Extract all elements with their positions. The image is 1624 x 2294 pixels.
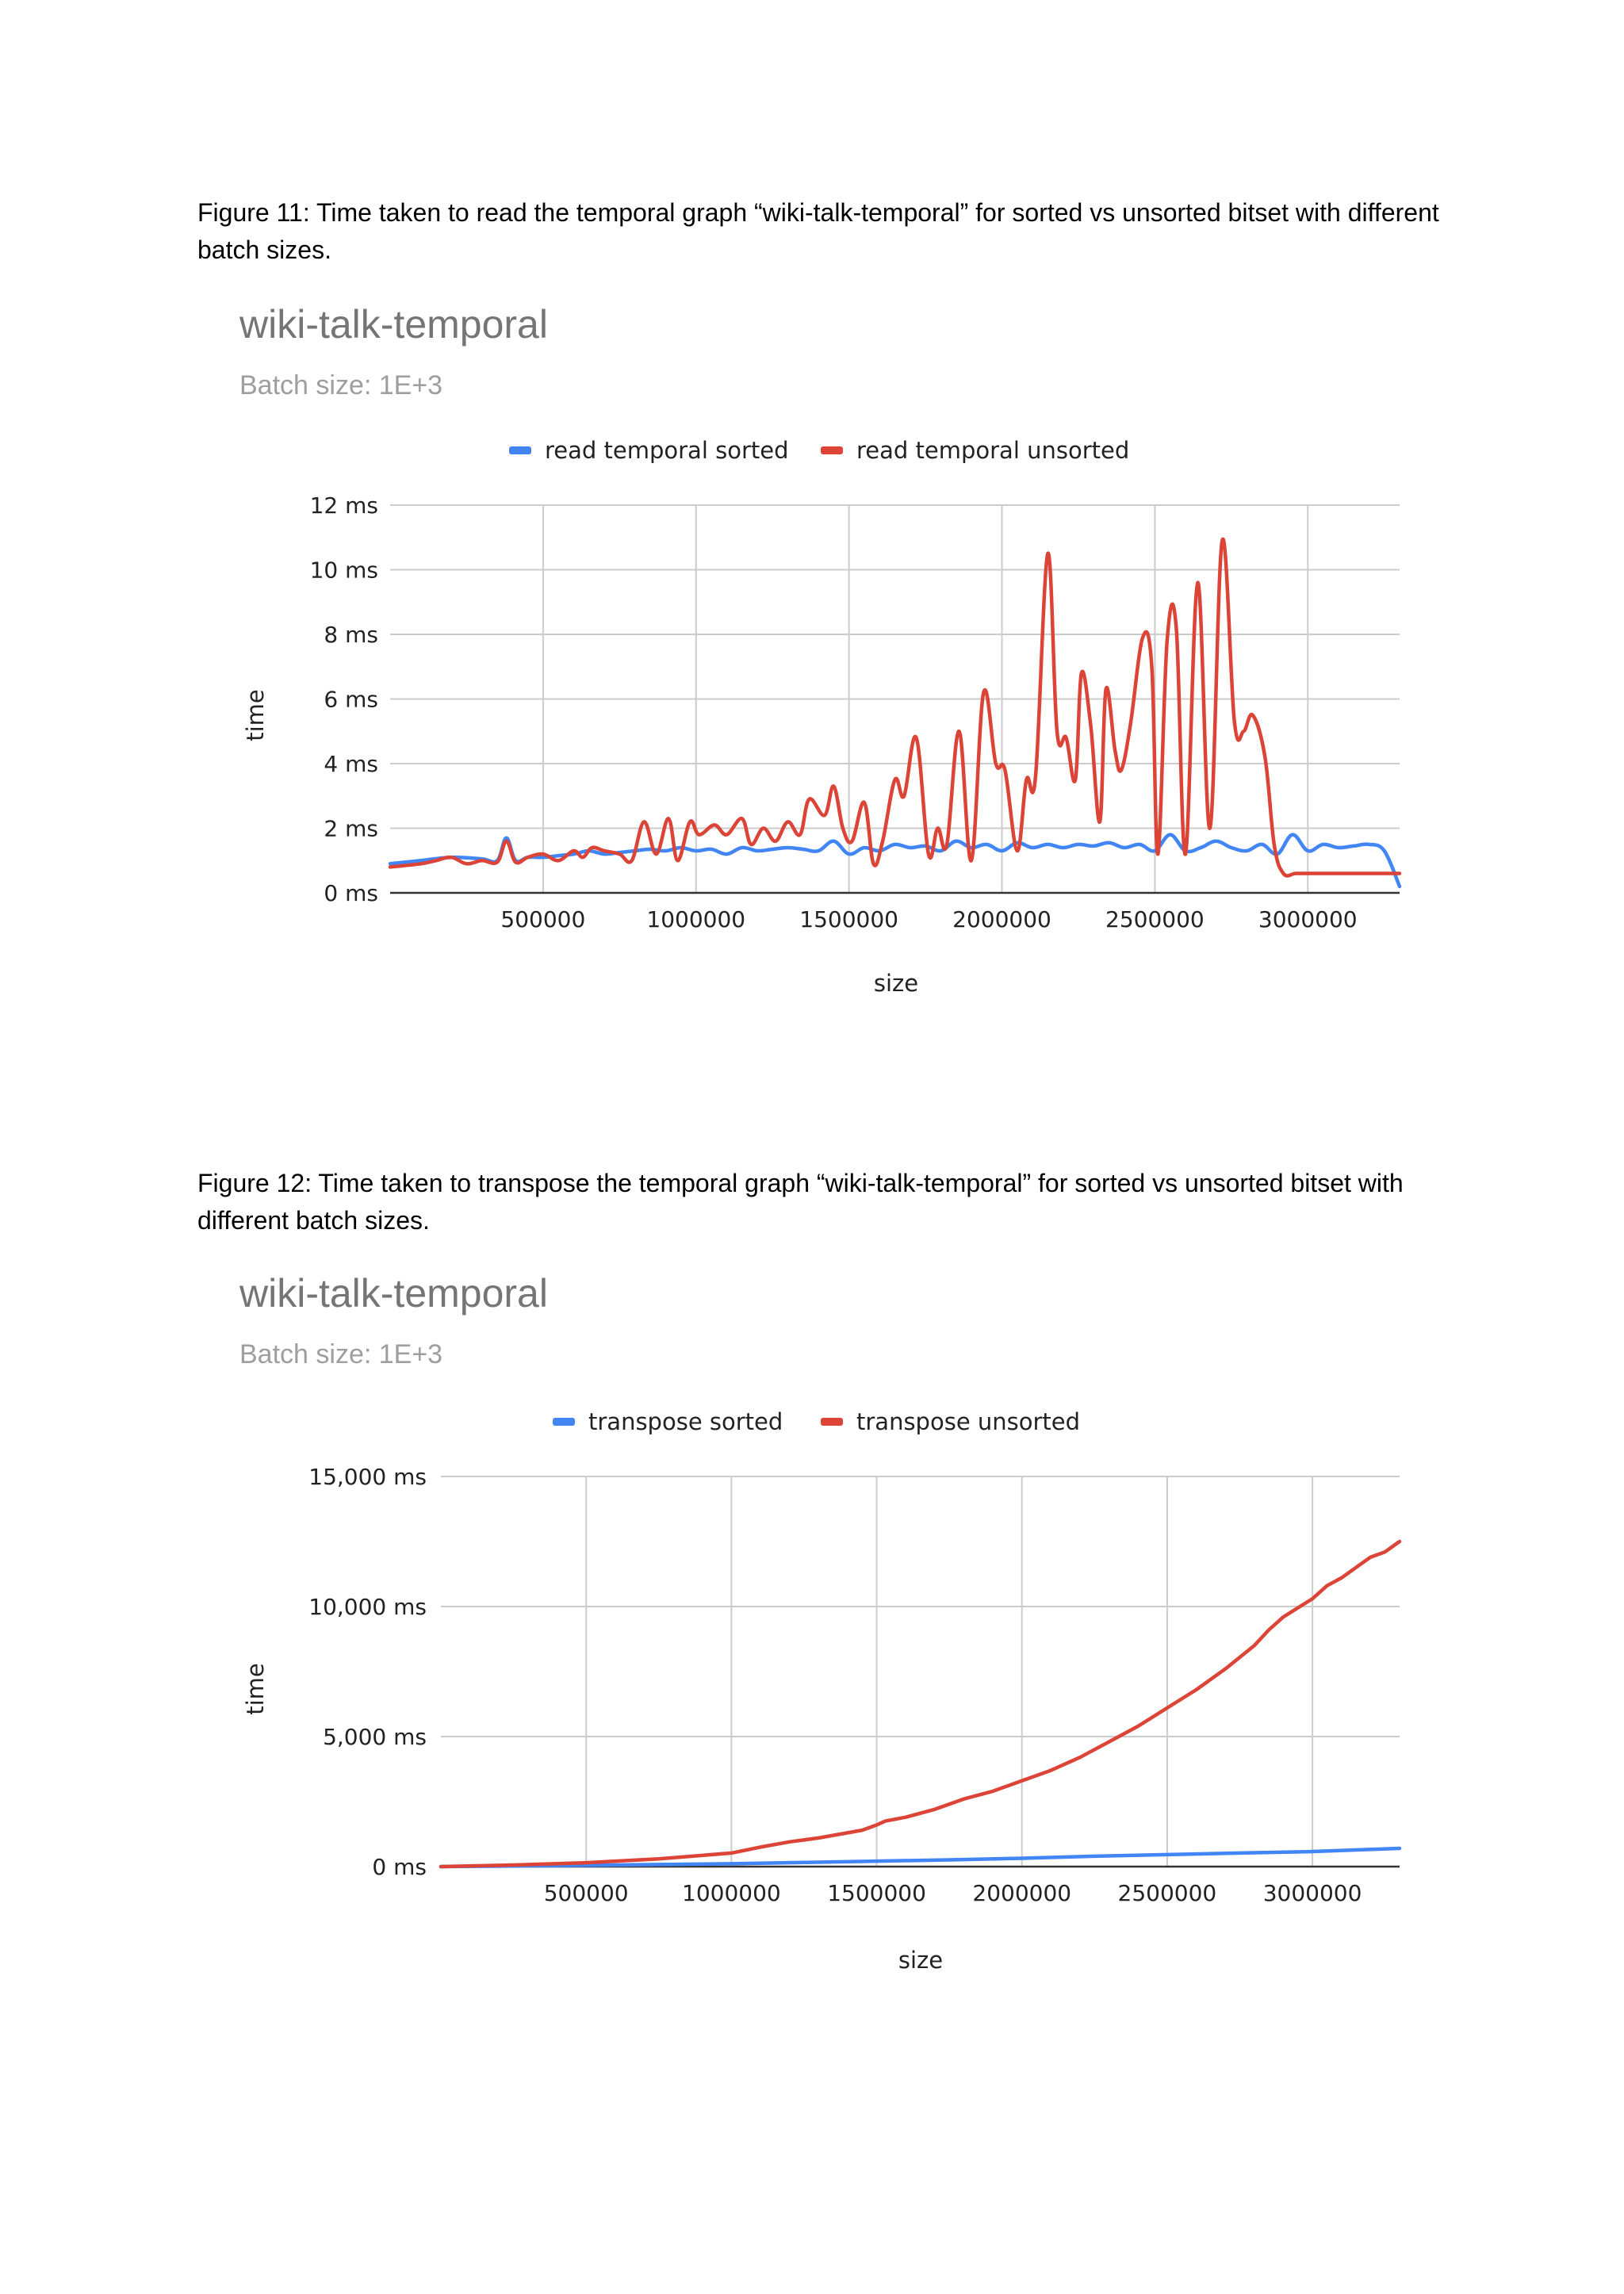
chart-legend: transpose sorted transpose unsorted [553,1408,1080,1435]
legend-label: read temporal sorted [545,437,789,464]
legend-item-read-temporal-sorted: read temporal sorted [509,437,789,464]
y-tick-label: 8 ms [324,622,378,648]
x-tick-label: 3000000 [1263,1880,1362,1906]
legend-item-transpose-unsorted: transpose unsorted [821,1408,1080,1435]
y-tick-label: 6 ms [324,687,378,713]
legend-swatch [553,1418,575,1426]
y-tick-label: 4 ms [324,751,378,777]
y-axis-tick-labels: 0 ms 2 ms 4 ms 6 ms 8 ms 10 ms 12 ms [310,492,378,906]
transpose-time-chart: wiki-talk-temporal Batch size: 1E+3 tran… [239,1271,1402,1974]
x-tick-label: 2000000 [972,1880,1071,1906]
series-line-read-temporal-sorted [388,833,1402,889]
y-axis-label: time [242,689,269,741]
y-axis-tick-labels: 0 ms 5,000 ms 10,000 ms 15,000 ms [308,1464,427,1880]
y-axis-label: time [242,1663,269,1715]
legend-label: read temporal unsorted [856,437,1129,464]
chart-legend: read temporal sorted read temporal unsort… [509,437,1129,464]
x-tick-label: 1500000 [827,1880,926,1906]
series-line-read-temporal-unsorted [388,537,1402,878]
y-tick-label: 0 ms [372,1854,427,1880]
read-time-chart: wiki-talk-temporal Batch size: 1E+3 read… [239,302,1402,997]
x-tick-label: 1000000 [646,906,745,933]
x-tick-label: 1500000 [799,906,898,933]
x-axis-label: size [874,970,918,997]
legend-label: transpose unsorted [856,1408,1080,1435]
y-tick-label: 10,000 ms [308,1594,427,1620]
y-tick-label: 12 ms [310,492,378,519]
y-tick-label: 10 ms [310,557,378,584]
plot-area [388,537,1402,889]
x-tick-label: 2000000 [952,906,1051,933]
chart-title: wiki-talk-temporal [239,302,548,347]
chart-subtitle: Batch size: 1E+3 [239,370,442,400]
legend-label: transpose sorted [588,1408,783,1435]
legend-swatch [509,446,531,454]
figure-11-caption: Figure 11: Time taken to read the tempor… [197,198,1439,264]
x-axis-tick-labels: 500000 1000000 1500000 2000000 2500000 300000… [544,1880,1362,1906]
x-tick-label: 3000000 [1258,906,1358,933]
series-line-transpose-unsorted [439,1539,1402,1869]
y-tick-label: 15,000 ms [308,1464,427,1490]
legend-item-transpose-sorted: transpose sorted [553,1408,783,1435]
x-tick-label: 500000 [500,906,585,933]
x-axis-tick-labels: 500000 1000000 1500000 2000000 2500000 300000… [500,906,1357,933]
chart-subtitle: Batch size: 1E+3 [239,1339,442,1369]
x-tick-label: 1000000 [682,1880,781,1906]
x-tick-label: 2500000 [1118,1880,1217,1906]
figure-12-caption: Figure 12: Time taken to transpose the t… [197,1169,1404,1235]
plot-area [439,1539,1402,1869]
series-line-transpose-sorted [439,1846,1402,1869]
legend-item-read-temporal-unsorted: read temporal unsorted [821,437,1129,464]
x-axis-label: size [898,1947,943,1974]
chart-title: wiki-talk-temporal [239,1271,548,1316]
y-tick-label: 0 ms [324,880,378,906]
legend-swatch [821,446,843,454]
y-tick-label: 5,000 ms [323,1724,427,1750]
gridlines [390,504,1400,894]
legend-swatch [821,1418,843,1426]
gridlines [441,1476,1400,1868]
y-tick-label: 2 ms [324,816,378,842]
x-tick-label: 500000 [544,1880,629,1906]
x-tick-label: 2500000 [1105,906,1205,933]
